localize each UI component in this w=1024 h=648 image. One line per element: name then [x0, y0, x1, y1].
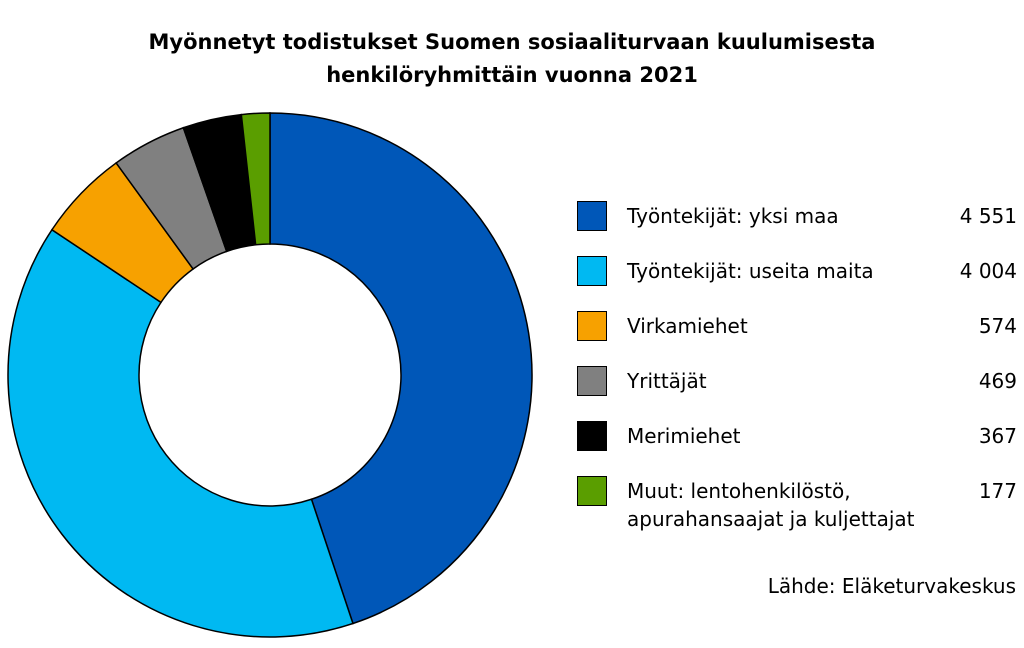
- donut-slice: [269, 112, 533, 625]
- legend-label: Työntekijät: yksi maa: [627, 204, 839, 228]
- value-label: 4 551: [959, 204, 1017, 228]
- value-label: 367: [978, 424, 1017, 448]
- chart-title: Myönnetyt todistukset Suomen sosiaalitur…: [0, 26, 1024, 92]
- legend-label: Merimiehet: [627, 424, 741, 448]
- source: Lähde: Eläketurvakeskus: [767, 574, 1016, 598]
- legend-entry: Merimiehet 367: [577, 419, 1017, 474]
- title-line: Myönnetyt todistukset Suomen sosiaalitur…: [148, 30, 876, 54]
- title-line: henkilöryhmittäin vuonna 2021: [326, 63, 698, 87]
- legend-entry: Muut: lentohenkilöstö, apurahansaajat ja…: [577, 474, 1017, 536]
- legend-swatch: [577, 256, 607, 286]
- legend-swatch: [577, 201, 607, 231]
- donut-chart: [7, 112, 533, 638]
- legend-swatch: [577, 421, 607, 451]
- legend-label: Työntekijät: useita maita: [627, 259, 874, 283]
- legend-entry: Työntekijät: yksi maa 4 551: [577, 199, 1017, 254]
- legend-label: Virkamiehet: [627, 314, 748, 338]
- value-label: 469: [978, 369, 1017, 393]
- legend-label: Yrittäjät: [627, 369, 707, 393]
- value-label: 4 004: [959, 259, 1017, 283]
- donut-slice: [240, 112, 271, 246]
- donut-slice: [7, 228, 354, 638]
- value-label: 574: [978, 314, 1017, 338]
- legend-swatch: [577, 476, 607, 506]
- legend-swatch: [577, 366, 607, 396]
- legend-entry: Yrittäjät 469: [577, 364, 1017, 419]
- legend: Työntekijät: yksi maa 4 551 Työntekijät: u…: [577, 199, 1017, 536]
- value-label: 177: [978, 479, 1017, 503]
- legend-entry: Virkamiehet 574: [577, 309, 1017, 364]
- legend-entry: Työntekijät: useita maita 4 004: [577, 254, 1017, 309]
- legend-swatch: [577, 311, 607, 341]
- legend-label: Muut: lentohenkilöstö, apurahansaajat ja…: [627, 479, 915, 531]
